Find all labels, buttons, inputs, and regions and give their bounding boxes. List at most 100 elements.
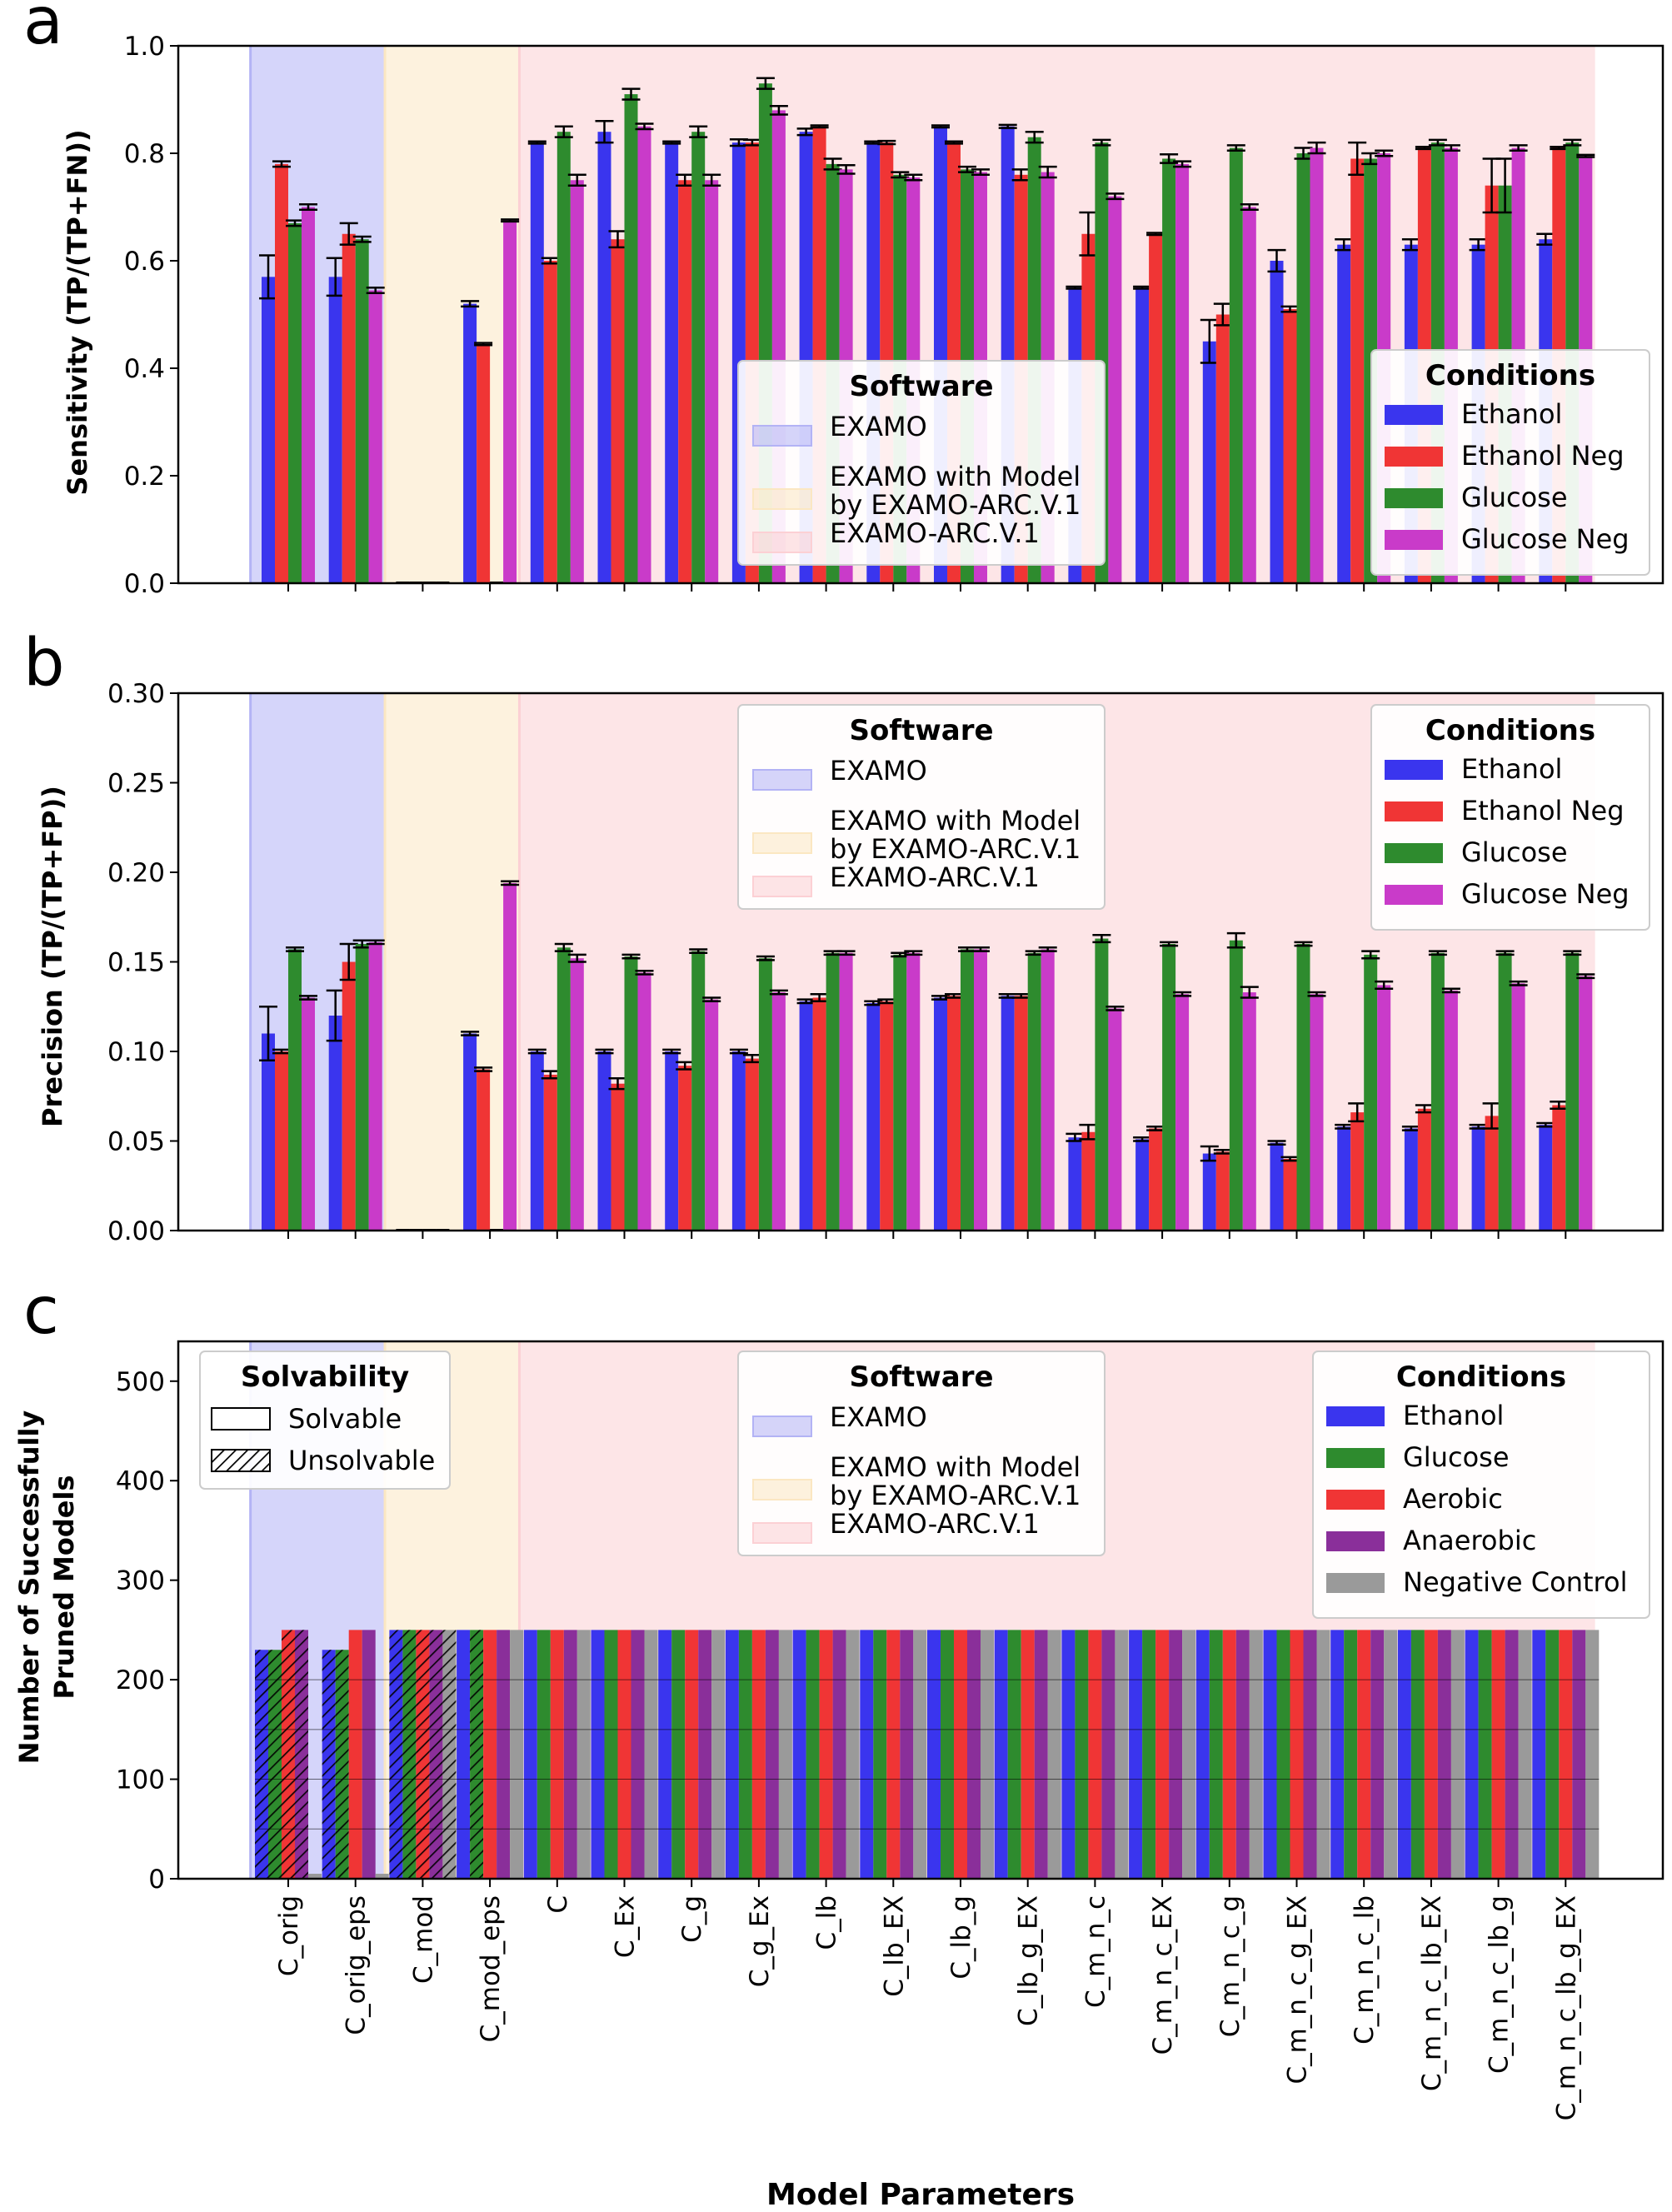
bar-c-2-14 <box>1222 1630 1236 1879</box>
ytick-label-a-3: 0.6 <box>124 247 165 277</box>
bar-c-1-6 <box>671 1630 686 1879</box>
conditions-legend-title-c: Conditions <box>1396 1361 1566 1394</box>
xtick-label-14: C_m_n_c_g <box>1215 1895 1245 2037</box>
ylabel-b: Precision (TP/(TP+FP)) <box>37 786 68 1127</box>
bar-c-1-16 <box>1344 1630 1358 1879</box>
ytick-label-b-5: 0.25 <box>107 769 165 799</box>
xtick-label-4: C <box>543 1895 573 1914</box>
bar-b-0-4 <box>530 1051 544 1231</box>
ytick-label-a-0: 0.0 <box>124 569 165 599</box>
bar-c-1-7 <box>738 1630 752 1879</box>
bar-b-0-17 <box>1404 1128 1418 1231</box>
bar-c-4-19 <box>1585 1630 1600 1879</box>
bar-c-3-6 <box>698 1630 712 1879</box>
bar-a-2-13 <box>1162 158 1176 583</box>
bar-c-0-17 <box>1397 1630 1411 1879</box>
bar-c-4-11 <box>1047 1630 1061 1879</box>
bar-c-3-10 <box>967 1630 981 1879</box>
ytick-label-c-1: 100 <box>116 1765 165 1795</box>
bar-c-4-0 <box>308 1874 322 1879</box>
bar-c-3-16 <box>1370 1630 1385 1879</box>
x-axis-label: Model Parameters <box>766 2178 1075 2212</box>
condition-label-b-1: Ethanol Neg <box>1461 795 1625 826</box>
xtick-label-9: C_lb_EX <box>879 1895 909 1997</box>
xtick-label-17: C_m_n_c_lb_EX <box>1417 1895 1447 2091</box>
software-legend-title-b: Software <box>849 714 993 747</box>
bar-c-4-15 <box>1316 1630 1330 1879</box>
condition-swatch-c-4 <box>1326 1573 1385 1593</box>
bar-b-2-19 <box>1565 952 1580 1231</box>
bar-b-3-14 <box>1242 992 1256 1231</box>
xtick-label-18: C_m_n_c_lb_g <box>1485 1895 1515 2074</box>
ytick-label-b-0: 0.00 <box>107 1216 165 1246</box>
ytick-label-b-6: 0.30 <box>107 679 165 709</box>
ylabel-a: Sensitivity (TP/(TP+FN)) <box>62 129 93 495</box>
condition-swatch-c-3 <box>1326 1531 1385 1551</box>
bar-c-1-18 <box>1478 1630 1492 1879</box>
software-label-a-2-0: EXAMO-ARC.V.1 <box>830 517 1040 549</box>
bar-c-2-18 <box>1491 1630 1505 1879</box>
software-label-c-1-1: by EXAMO-ARC.V.1 <box>830 1480 1081 1511</box>
bar-b-1-17 <box>1417 1108 1431 1231</box>
bar-b-0-18 <box>1471 1126 1485 1231</box>
bar-b-0-13 <box>1135 1139 1150 1231</box>
bar-b-1-10 <box>947 996 961 1231</box>
bar-c-1-5 <box>604 1630 618 1879</box>
bar-b-2-0 <box>288 949 302 1231</box>
condition-swatch-a-0 <box>1385 405 1443 425</box>
bar-c-2-4 <box>550 1630 564 1879</box>
bar-c-3-15 <box>1303 1630 1317 1879</box>
hatch-c-1-0 <box>268 1650 282 1879</box>
bar-a-1-1 <box>342 233 356 583</box>
bar-b-0-5 <box>597 1051 611 1231</box>
bar-b-0-8 <box>799 1001 813 1231</box>
software-swatch-a-2 <box>752 532 812 553</box>
bar-c-0-10 <box>927 1630 941 1879</box>
bar-b-1-0 <box>275 1051 288 1231</box>
bar-b-1-15 <box>1283 1159 1297 1231</box>
bar-a-0-4 <box>530 142 544 584</box>
bar-c-3-14 <box>1235 1630 1250 1879</box>
bar-b-1-11 <box>1014 996 1028 1231</box>
bar-b-0-11 <box>1001 996 1015 1231</box>
software-label-a-1-0: EXAMO with Model <box>830 461 1081 492</box>
bar-b-2-8 <box>826 952 840 1231</box>
bar-a-2-6 <box>691 132 706 583</box>
condition-label-c-4: Negative Control <box>1403 1566 1627 1598</box>
bar-c-3-1 <box>362 1630 376 1879</box>
unsolvable-label: Unsolvable <box>288 1445 435 1476</box>
bar-c-1-19 <box>1545 1630 1560 1879</box>
bar-a-0-0 <box>262 277 275 583</box>
bar-b-1-16 <box>1350 1112 1365 1231</box>
condition-swatch-b-0 <box>1385 760 1443 780</box>
bar-c-3-18 <box>1505 1630 1519 1879</box>
condition-swatch-a-2 <box>1385 488 1443 508</box>
bar-b-2-1 <box>355 944 369 1231</box>
software-label-a-1-1: by EXAMO-ARC.V.1 <box>830 489 1081 521</box>
bar-a-1-14 <box>1215 314 1230 583</box>
bar-c-4-1 <box>375 1874 389 1879</box>
bar-c-2-16 <box>1357 1630 1371 1879</box>
bar-b-0-14 <box>1202 1153 1216 1231</box>
xtick-label-8: C_lb <box>812 1895 842 1950</box>
software-label-b-0-0: EXAMO <box>830 755 927 786</box>
bar-c-0-14 <box>1195 1630 1210 1879</box>
bar-b-3-17 <box>1444 990 1458 1231</box>
bar-c-3-3 <box>497 1630 511 1879</box>
xtick-label-11: C_lb_g_EX <box>1014 1895 1044 2026</box>
software-swatch-b-0 <box>752 769 812 791</box>
bar-c-4-13 <box>1182 1630 1196 1879</box>
ytick-label-b-4: 0.20 <box>107 858 165 888</box>
bar-b-1-1 <box>342 961 356 1231</box>
bar-c-2-13 <box>1155 1630 1170 1879</box>
bar-a-1-13 <box>1149 233 1163 583</box>
bar-a-0-13 <box>1135 287 1150 583</box>
hatch-c-4-2 <box>442 1630 457 1879</box>
software-swatch-c-0 <box>752 1416 812 1437</box>
bar-a-3-15 <box>1310 147 1324 584</box>
bar-b-2-5 <box>624 956 638 1231</box>
software-swatch-b-2 <box>752 876 812 897</box>
bar-b-1-7 <box>745 1058 759 1231</box>
bar-b-0-16 <box>1337 1126 1351 1231</box>
xtick-label-16: C_m_n_c_lb <box>1350 1895 1380 2045</box>
